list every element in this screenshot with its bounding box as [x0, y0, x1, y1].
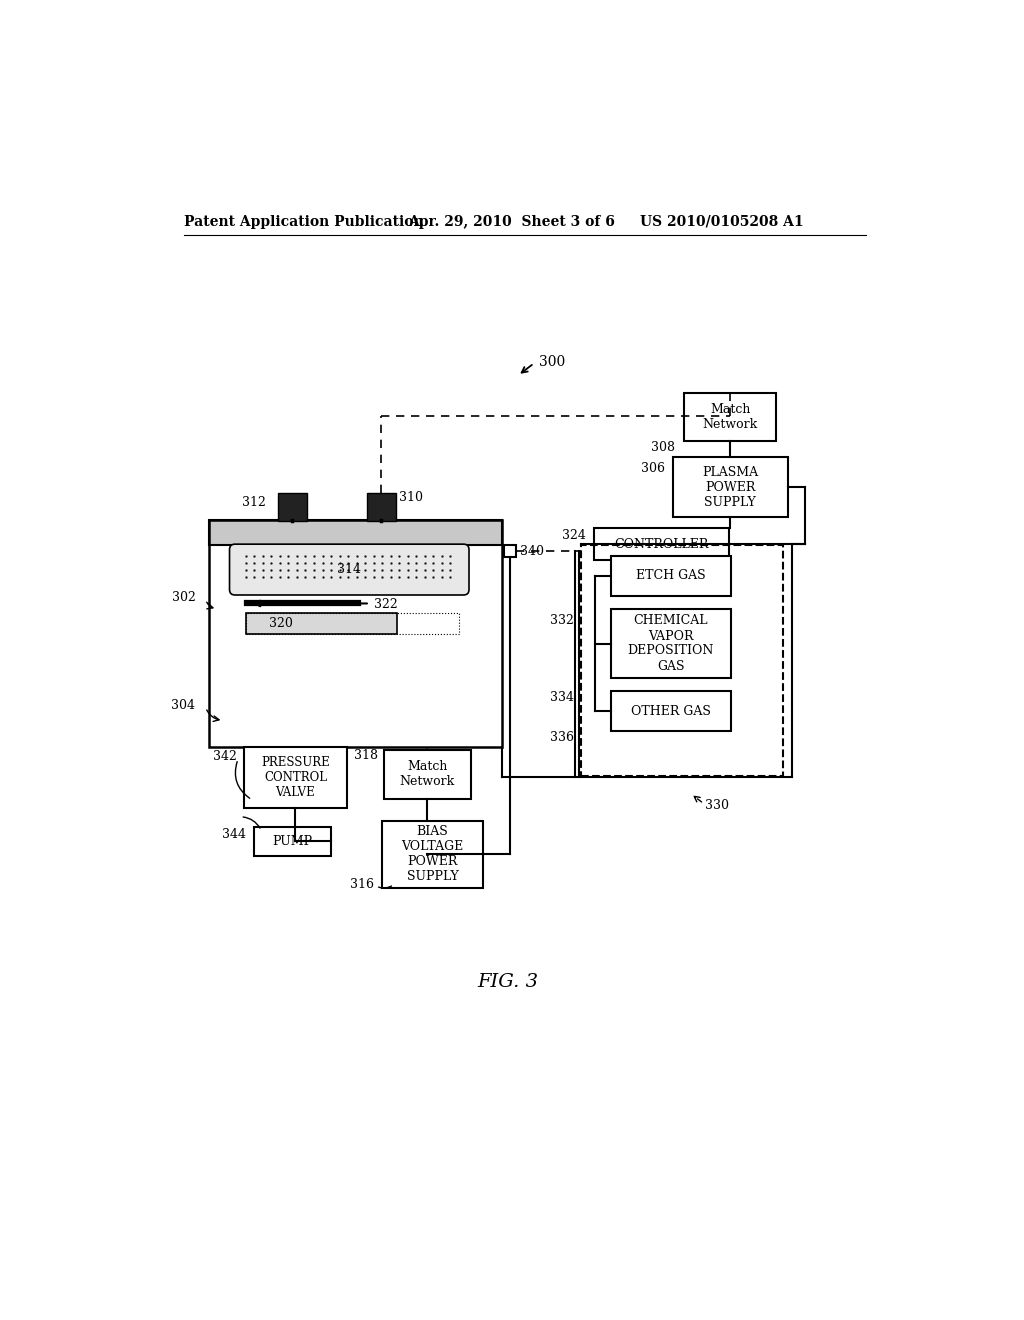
Text: 342: 342 — [213, 750, 237, 763]
Text: OTHER GAS: OTHER GAS — [631, 705, 711, 718]
Bar — [278, 494, 307, 521]
Text: BIAS
VOLTAGE
POWER
SUPPLY: BIAS VOLTAGE POWER SUPPLY — [401, 825, 464, 883]
Bar — [582, 545, 783, 776]
Text: FIG. 3: FIG. 3 — [477, 973, 539, 991]
Text: CHEMICAL
VAPOR
DEPOSITION
GAS: CHEMICAL VAPOR DEPOSITION GAS — [628, 615, 714, 672]
Bar — [367, 494, 396, 521]
Bar — [209, 520, 503, 747]
Text: 314: 314 — [337, 564, 360, 576]
Text: 330: 330 — [706, 799, 729, 812]
Bar — [382, 821, 483, 888]
Bar — [245, 747, 346, 808]
Bar — [246, 612, 459, 635]
Text: 344: 344 — [222, 828, 246, 841]
Text: Apr. 29, 2010  Sheet 3 of 6: Apr. 29, 2010 Sheet 3 of 6 — [409, 215, 615, 228]
Text: 316: 316 — [350, 878, 375, 891]
Bar — [594, 528, 729, 561]
Text: PLASMA
POWER
SUPPLY: PLASMA POWER SUPPLY — [702, 466, 758, 508]
Text: CONTROLLER: CONTROLLER — [614, 537, 709, 550]
Text: 310: 310 — [399, 491, 423, 504]
FancyBboxPatch shape — [229, 544, 469, 595]
Text: US 2010/0105208 A1: US 2010/0105208 A1 — [640, 215, 803, 228]
Bar — [611, 556, 731, 595]
Text: 336: 336 — [550, 731, 573, 744]
Text: 306: 306 — [641, 462, 665, 475]
Text: ETCH GAS: ETCH GAS — [636, 569, 706, 582]
Bar — [611, 609, 731, 678]
Bar — [384, 750, 471, 799]
Bar — [684, 393, 776, 441]
Text: 340: 340 — [520, 545, 544, 557]
Text: Match
Network: Match Network — [702, 403, 758, 432]
Text: 334: 334 — [550, 690, 573, 704]
Text: 324: 324 — [562, 529, 586, 543]
Bar — [504, 545, 516, 557]
Text: 322: 322 — [374, 598, 397, 611]
Text: 332: 332 — [550, 614, 573, 627]
Text: 320: 320 — [268, 616, 293, 630]
Text: PRESSURE
CONTROL
VALVE: PRESSURE CONTROL VALVE — [261, 756, 330, 799]
Text: 312: 312 — [242, 496, 266, 510]
Text: PUMP: PUMP — [272, 834, 312, 847]
Bar — [673, 457, 787, 517]
Text: 304: 304 — [171, 698, 196, 711]
Text: 302: 302 — [172, 591, 196, 603]
Text: Patent Application Publication: Patent Application Publication — [183, 215, 424, 228]
Bar — [254, 826, 331, 857]
Text: 318: 318 — [353, 750, 378, 763]
Bar — [611, 692, 731, 731]
Bar — [246, 612, 397, 635]
Bar — [209, 520, 503, 545]
Text: Match
Network: Match Network — [399, 760, 455, 788]
Text: 308: 308 — [651, 441, 675, 454]
Text: 300: 300 — [539, 355, 565, 370]
